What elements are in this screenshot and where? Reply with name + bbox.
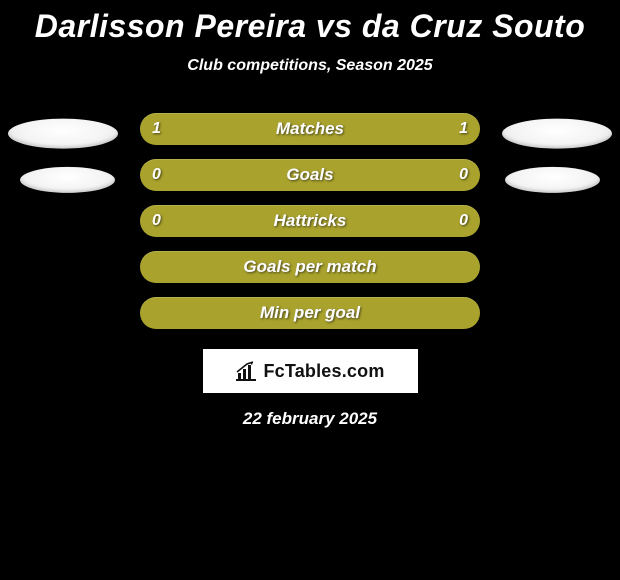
stat-label: Min per goal bbox=[260, 303, 360, 323]
logo-text: FcTables.com bbox=[263, 361, 384, 382]
stat-right-value: 0 bbox=[459, 159, 468, 191]
ellipse-icon bbox=[8, 119, 118, 149]
stat-right-value: 1 bbox=[459, 113, 468, 145]
stat-left-value: 1 bbox=[152, 113, 161, 145]
stat-label: Matches bbox=[276, 119, 344, 139]
subtitle: Club competitions, Season 2025 bbox=[0, 57, 620, 75]
date-label: 22 february 2025 bbox=[0, 409, 620, 429]
stat-label: Goals per match bbox=[243, 257, 376, 277]
stat-bar: 0 Hattricks 0 bbox=[140, 205, 480, 237]
source-logo: FcTables.com bbox=[203, 349, 418, 393]
comparison-card: Darlisson Pereira vs da Cruz Souto Club … bbox=[0, 0, 620, 429]
stat-bar: 0 Goals 0 bbox=[140, 159, 480, 191]
stat-bar: Min per goal bbox=[140, 297, 480, 329]
ellipse-icon bbox=[20, 167, 115, 193]
stat-label: Hattricks bbox=[274, 211, 347, 231]
stat-bar: Goals per match bbox=[140, 251, 480, 283]
ellipse-icon bbox=[502, 119, 612, 149]
stat-row-mpg: Min per goal bbox=[0, 297, 620, 343]
stat-left-value: 0 bbox=[152, 205, 161, 237]
stat-row-gpm: Goals per match bbox=[0, 251, 620, 297]
bar-chart-icon bbox=[235, 361, 257, 381]
stat-row-goals: 0 Goals 0 bbox=[0, 159, 620, 205]
stat-bar: 1 Matches 1 bbox=[140, 113, 480, 145]
stat-rows: 1 Matches 1 0 Goals 0 0 Hattricks 0 bbox=[0, 113, 620, 343]
ellipse-icon bbox=[505, 167, 600, 193]
stat-row-hattricks: 0 Hattricks 0 bbox=[0, 205, 620, 251]
stat-label: Goals bbox=[286, 165, 333, 185]
page-title: Darlisson Pereira vs da Cruz Souto bbox=[0, 8, 620, 45]
stat-right-value: 0 bbox=[459, 205, 468, 237]
stat-left-value: 0 bbox=[152, 159, 161, 191]
stat-row-matches: 1 Matches 1 bbox=[0, 113, 620, 159]
